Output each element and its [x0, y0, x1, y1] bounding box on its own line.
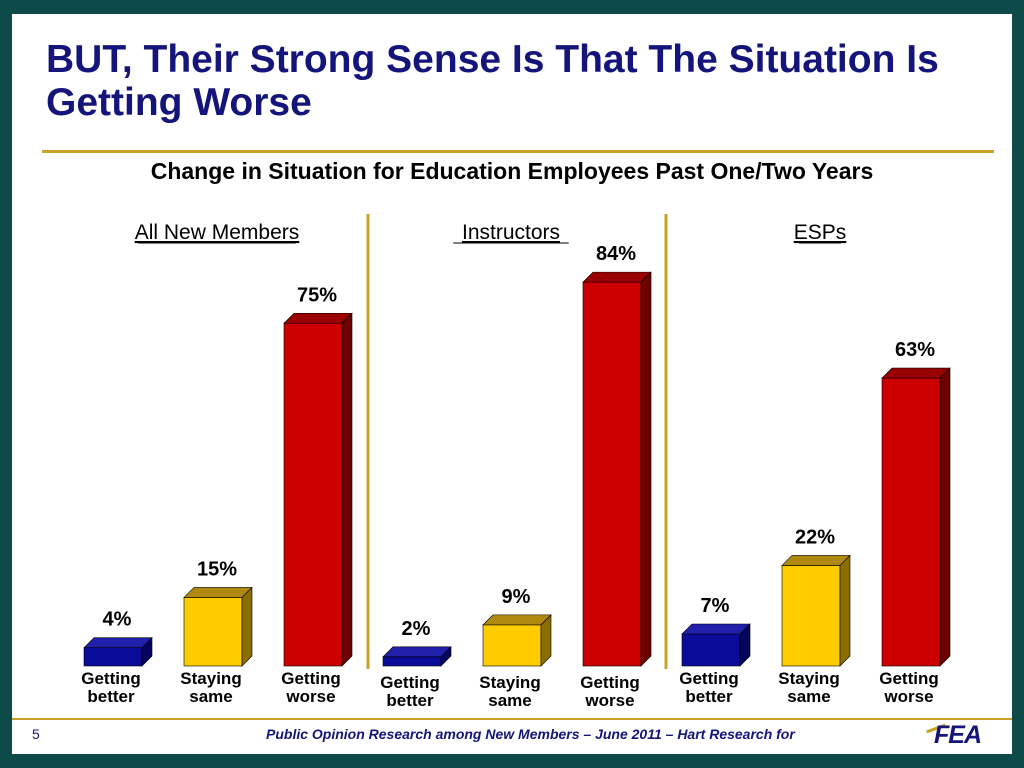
- category-label: worse: [584, 691, 634, 710]
- data-label: 15%: [197, 558, 237, 580]
- logo-text: FEA: [934, 721, 982, 749]
- category-label: Getting: [879, 669, 939, 688]
- category-label: Getting: [580, 673, 640, 692]
- bar-top: [482, 614, 552, 626]
- footer-divider: [12, 718, 1012, 720]
- bar-side: [141, 636, 153, 667]
- bar: [582, 281, 642, 667]
- bar-top: [781, 555, 851, 566]
- category-label: same: [488, 691, 531, 710]
- category-label: Staying: [778, 669, 839, 688]
- data-label: 63%: [895, 339, 935, 361]
- data-label: 2%: [402, 618, 431, 640]
- category-label: Staying: [180, 669, 241, 688]
- bar: [781, 565, 841, 667]
- bar: [482, 624, 542, 667]
- bar-top: [382, 646, 452, 658]
- bar-side: [241, 586, 253, 667]
- bar-chart: All New Members4%Gettingbetter15%Staying…: [81, 214, 951, 710]
- bar-side: [640, 271, 652, 667]
- bar-side: [939, 367, 951, 667]
- page-number: 5: [32, 726, 40, 742]
- bar-top: [183, 587, 253, 598]
- category-label: Getting: [81, 669, 141, 688]
- category-label: better: [685, 687, 733, 706]
- bar: [283, 322, 343, 667]
- slide-title: BUT, Their Strong Sense Is That The Situ…: [46, 38, 939, 124]
- bar: [83, 647, 143, 667]
- data-label: 84%: [596, 243, 636, 265]
- category-label: Staying: [479, 673, 540, 692]
- bar: [881, 377, 941, 667]
- bar: [183, 597, 243, 667]
- bar-top: [582, 271, 652, 283]
- bar-side: [440, 646, 452, 667]
- group-header: All New Members: [135, 221, 300, 244]
- bar-side: [739, 623, 751, 667]
- bar-side: [540, 614, 552, 667]
- bar-top: [83, 637, 153, 649]
- fea-logo: FEA: [924, 718, 998, 750]
- data-label: 75%: [297, 284, 337, 306]
- group-header: Instructors: [462, 221, 560, 244]
- data-label: 22%: [795, 526, 835, 548]
- category-label: worse: [285, 687, 335, 706]
- category-label: same: [189, 687, 232, 706]
- footer-source: Public Opinion Research among New Member…: [266, 726, 795, 742]
- category-label: Getting: [380, 673, 440, 692]
- data-label: 9%: [502, 586, 531, 608]
- category-label: better: [87, 687, 135, 706]
- bar: [382, 656, 442, 667]
- category-label: Getting: [281, 669, 341, 688]
- chart-title: Change in Situation for Education Employ…: [150, 158, 874, 184]
- category-label: Getting: [679, 669, 739, 688]
- category-label: better: [386, 691, 434, 710]
- category-label: worse: [883, 687, 933, 706]
- category-label: same: [787, 687, 830, 706]
- data-label: 7%: [701, 595, 730, 617]
- bar-top: [681, 623, 751, 635]
- bar-side: [341, 312, 353, 667]
- group-header: ESPs: [794, 221, 847, 244]
- bar-top: [283, 312, 353, 324]
- bar: [681, 633, 741, 667]
- bar-side: [839, 554, 851, 667]
- bar-top: [881, 367, 951, 379]
- title-divider: [42, 150, 994, 153]
- data-label: 4%: [103, 609, 132, 631]
- slide: BUT, Their Strong Sense Is That The Situ…: [12, 14, 1012, 754]
